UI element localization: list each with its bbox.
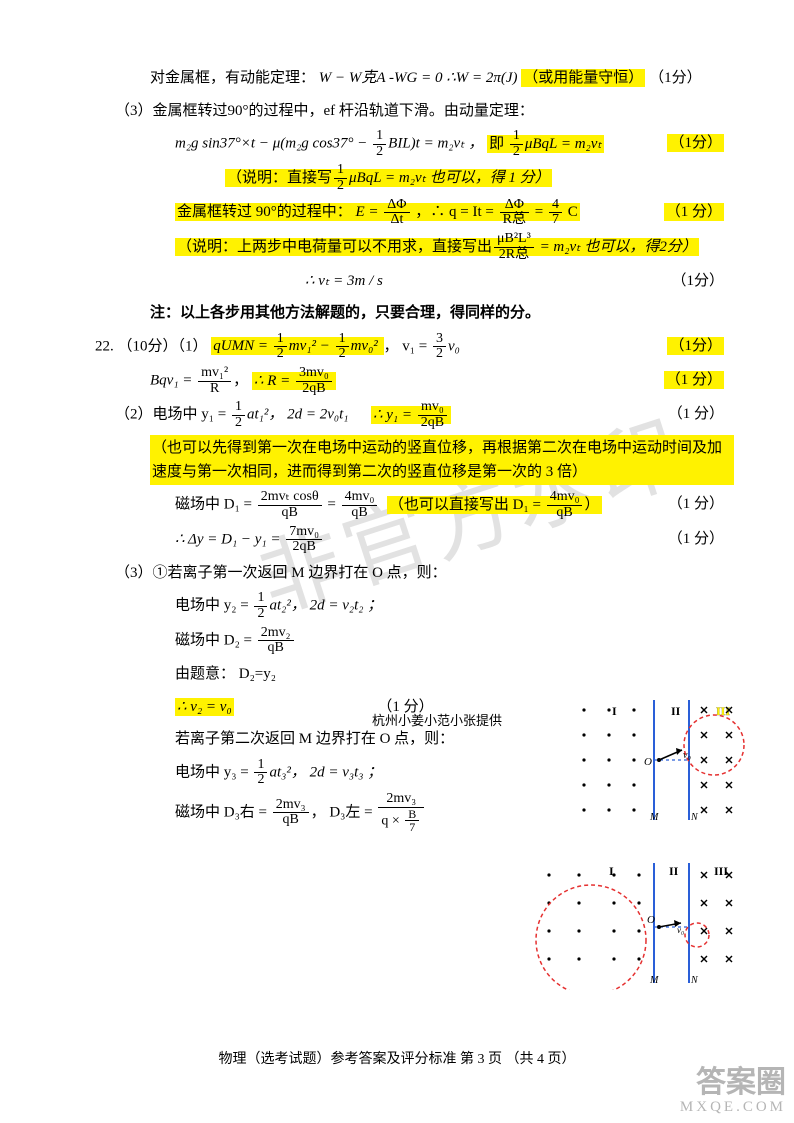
q22-p1: （1分） 22. （10分）（1） qUMN = 12mv₁² − 12mv₀²…	[95, 332, 734, 362]
score: （1分）	[667, 134, 724, 152]
credit-text: 杭州小姜小范小张提供	[372, 710, 502, 729]
q22-p10: 由题意： D₂=y₂	[95, 660, 734, 689]
svg-text:III: III	[714, 864, 728, 878]
q21-line2: （3）金属框转过90°的过程中，ef 杆沿轨道下滑。由动量定理：	[95, 97, 734, 126]
score: （1分）	[667, 337, 724, 355]
score: （1 分）	[664, 203, 724, 221]
diagram-svg: IIIIII O v₀ M N	[564, 695, 754, 825]
q22-p7: （3）①若离子第一次返回 M 边界打在 O 点，则：	[95, 559, 734, 588]
q22-p3: （1 分） （2）电场中 y₁ = 12at₁²， 2d = 2v₀t₁ ∴ y…	[95, 400, 734, 430]
formula: W − W克A -WG = 0 ∴W = 2π(J)	[319, 70, 518, 86]
page-footer: 物理（选考试题）参考答案及评分标准 第 3 页 （共 4 页）	[0, 1048, 794, 1068]
q21-note: 注：以上各步用其他方法解题的，只要合理，得同样的分。	[95, 299, 734, 328]
formula: BIL)t = m₂vₜ ，	[388, 136, 483, 152]
diagram-2: IIIIII O v₀ M N	[519, 855, 754, 990]
highlight: ∴ R = 3mv₀2qB	[252, 372, 336, 390]
q21-line7: （1分） ∴ vₜ = 3m / s	[95, 267, 734, 296]
highlight: qUMN = 12mv₁² − 12mv₀²	[211, 337, 383, 355]
q22-p5: （1 分） 磁场中 D₁ = 2mvₜ cosθqB = 4mv₀qB （也可以…	[95, 490, 734, 520]
formula: m₂g sin37°×t − μ(m₂g cos37° −	[175, 136, 371, 152]
q21-line6: （说明：上两步中电荷量可以不用求，直接写出μB²L³2R总 = m₂vₜ 也可以…	[95, 232, 734, 262]
highlight: 即 12μBqL = m₂vₜ	[487, 135, 604, 153]
highlight: （也可以直接写出 D₁ = 4mv₀qB）	[387, 496, 602, 514]
logo-small: MXQE.COM	[680, 1099, 786, 1116]
score: （1 分）	[668, 525, 724, 554]
svg-text:II: II	[669, 864, 679, 878]
q21-line1: 对金属框，有动能定理： W − W克A -WG = 0 ∴W = 2π(J) （…	[95, 64, 734, 93]
formula: μBqL = m₂vₜ 也可以，得 1 分）	[349, 170, 550, 186]
svg-text:O: O	[644, 756, 652, 768]
diagram-svg: IIIIII O v₀ M N	[519, 855, 754, 990]
svg-text:O: O	[647, 914, 655, 926]
score: （1分）	[649, 70, 702, 86]
q21-line4: （说明：直接写12μBqL = m₂vₜ 也可以，得 1 分）	[95, 163, 734, 193]
q22-p2: （1 分） Bqv₁ = mv₁²R， ∴ R = 3mv₀2qB	[95, 366, 734, 396]
highlight: 金属框转过 90°的过程中： E = ΔΦΔt ，∴ q = It = ΔΦR总…	[175, 203, 580, 221]
svg-text:M: M	[649, 812, 659, 823]
q22-p4: （也可以先得到第一次在电场中运动的竖直位移，再根据第二次在电场中运动时间及加速度…	[95, 435, 734, 487]
svg-text:v₀: v₀	[677, 925, 684, 935]
svg-text:II: II	[671, 704, 681, 718]
q21-line5: （1 分） 金属框转过 90°的过程中： E = ΔΦΔt ，∴ q = It …	[95, 198, 734, 228]
highlight: （说明：上两步中电荷量可以不用求，直接写出μB²L³2R总 = m₂vₜ 也可以…	[175, 238, 699, 256]
highlight: ∴ v₂ = v₀	[175, 698, 234, 716]
highlight: （也可以先得到第一次在电场中运动的竖直位移，再根据第二次在电场中运动时间及加速度…	[150, 435, 734, 485]
formula: ∴ vₜ = 3m / s	[305, 273, 383, 289]
q-num: 22.	[95, 338, 114, 354]
svg-text:N: N	[690, 975, 699, 986]
q22-p9: 磁场中 D₂ = 2mv₂qB	[95, 626, 734, 656]
svg-text:I: I	[612, 704, 617, 718]
corner-logo: 答案圈 MXQE.COM	[680, 1066, 786, 1116]
score: （1 分）	[668, 490, 724, 519]
formula: μBqL = m₂vₜ	[525, 136, 602, 152]
logo-big: 答案圈	[680, 1066, 786, 1099]
score: （1 分）	[664, 371, 724, 389]
highlight: （说明：直接写12μBqL = m₂vₜ 也可以，得 1 分）	[225, 169, 552, 187]
svg-text:M: M	[649, 975, 659, 986]
score: （1分）	[671, 267, 724, 296]
diagram-1: IIIIII O v₀ M N	[564, 695, 754, 825]
svg-text:v₀: v₀	[683, 750, 691, 761]
highlight: （或用能量守恒）	[521, 69, 645, 87]
text: 对金属框，有动能定理：	[150, 70, 315, 86]
highlight: ∴ y₁ = mv₀2qB	[371, 406, 451, 424]
q21-line3: （1分） m₂g sin37°×t − μ(m₂g cos37° − 12BIL…	[95, 129, 734, 159]
q22-p6: （1 分） ∴ Δy = D₁ − y₁ = 7mv₀2qB	[95, 525, 734, 555]
score: （1 分）	[668, 400, 724, 429]
svg-text:N: N	[690, 812, 699, 823]
q22-p8: 电场中 y₂ = 12at₂²， 2d = v₂t₂ ；	[95, 591, 734, 621]
